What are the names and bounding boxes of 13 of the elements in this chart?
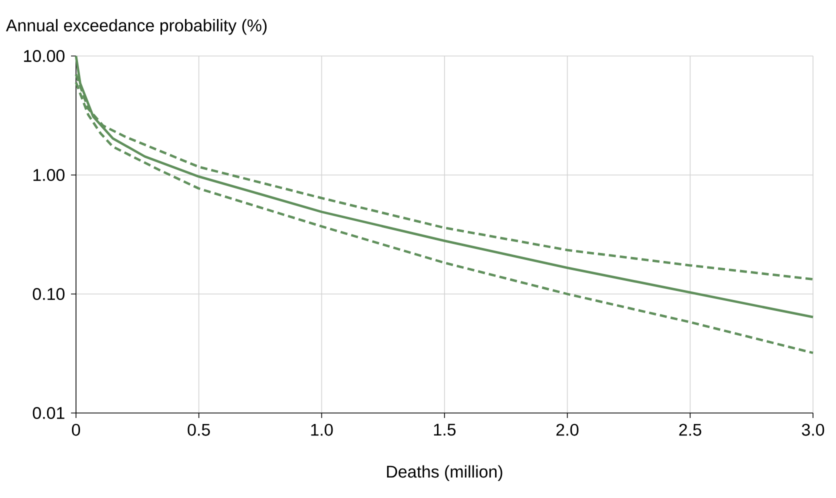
y-axis-title: Annual exceedance probability (%) — [6, 19, 267, 35]
x-tick-label: 2.0 — [556, 424, 578, 436]
y-tick-label: 1.00 — [33, 169, 64, 181]
y-tick-label: 0.10 — [32, 288, 64, 300]
y-tick-label: 10.00 — [24, 50, 64, 62]
x-axis-title: Deaths (million) — [387, 465, 502, 482]
y-tick-label: 0.01 — [32, 407, 64, 420]
x-tick-label: 1.0 — [311, 424, 333, 436]
x-tick-label: 1.5 — [434, 424, 456, 436]
x-tick-label: 2.5 — [679, 424, 702, 436]
x-tick-label: 3.0 — [802, 424, 824, 436]
x-tick-label: 0.5 — [188, 424, 210, 436]
x-tick-label: 0 — [72, 424, 80, 436]
